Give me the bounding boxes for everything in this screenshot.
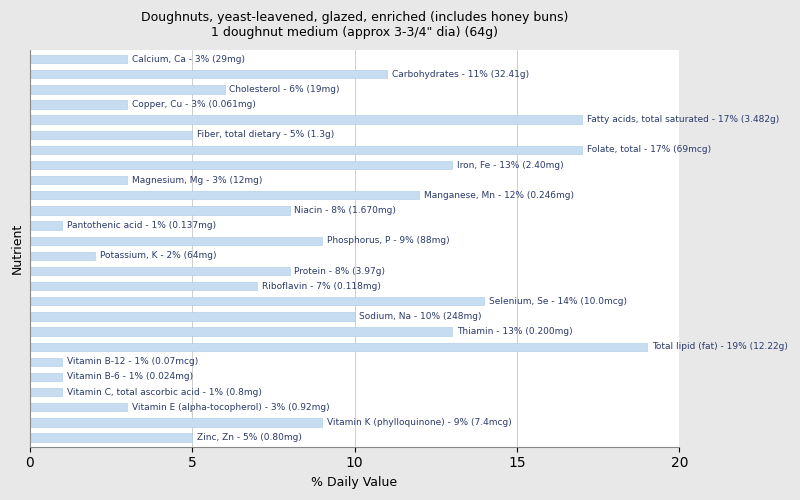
Bar (30, 373, 62, 381)
Bar (30, 358, 62, 366)
Bar (30, 312, 354, 320)
Text: Iron, Fe - 13% (2.40mg): Iron, Fe - 13% (2.40mg) (457, 160, 563, 170)
Text: Calcium, Ca - 3% (29mg): Calcium, Ca - 3% (29mg) (132, 54, 245, 64)
Text: Sodium, Na - 10% (248mg): Sodium, Na - 10% (248mg) (359, 312, 482, 321)
Bar (30, 222, 62, 230)
Text: Zinc, Zn - 5% (0.80mg): Zinc, Zn - 5% (0.80mg) (197, 433, 302, 442)
Bar (30, 282, 257, 290)
Bar (30, 267, 290, 275)
Bar (30, 161, 452, 169)
Text: Thiamin - 13% (0.200mg): Thiamin - 13% (0.200mg) (457, 327, 573, 336)
Text: Folate, total - 17% (69mcg): Folate, total - 17% (69mcg) (586, 146, 711, 154)
Bar (30, 85, 225, 94)
Bar (30, 100, 127, 108)
Bar (30, 434, 192, 442)
Bar (30, 206, 290, 214)
Text: Magnesium, Mg - 3% (12mg): Magnesium, Mg - 3% (12mg) (132, 176, 262, 184)
Text: Potassium, K - 2% (64mg): Potassium, K - 2% (64mg) (99, 252, 216, 260)
X-axis label: % Daily Value: % Daily Value (311, 476, 398, 489)
Text: Protein - 8% (3.97g): Protein - 8% (3.97g) (294, 266, 386, 276)
Bar (30, 116, 582, 124)
Bar (30, 297, 485, 306)
Text: Fatty acids, total saturated - 17% (3.482g): Fatty acids, total saturated - 17% (3.48… (586, 115, 779, 124)
Text: Phosphorus, P - 9% (88mg): Phosphorus, P - 9% (88mg) (327, 236, 450, 245)
Bar (30, 418, 322, 426)
Text: Vitamin B-6 - 1% (0.024mg): Vitamin B-6 - 1% (0.024mg) (67, 372, 193, 382)
Bar (30, 342, 647, 351)
Text: Pantothenic acid - 1% (0.137mg): Pantothenic acid - 1% (0.137mg) (67, 221, 216, 230)
Bar (30, 130, 192, 139)
Bar (30, 176, 127, 184)
Text: Total lipid (fat) - 19% (12.22g): Total lipid (fat) - 19% (12.22g) (652, 342, 788, 351)
Bar (30, 236, 322, 245)
Text: Manganese, Mn - 12% (0.246mg): Manganese, Mn - 12% (0.246mg) (424, 191, 574, 200)
Text: Cholesterol - 6% (19mg): Cholesterol - 6% (19mg) (230, 85, 340, 94)
Text: Riboflavin - 7% (0.118mg): Riboflavin - 7% (0.118mg) (262, 282, 381, 290)
Text: Carbohydrates - 11% (32.41g): Carbohydrates - 11% (32.41g) (392, 70, 529, 78)
Bar (30, 328, 452, 336)
Text: Fiber, total dietary - 5% (1.3g): Fiber, total dietary - 5% (1.3g) (197, 130, 334, 140)
Text: Selenium, Se - 14% (10.0mcg): Selenium, Se - 14% (10.0mcg) (490, 297, 627, 306)
Bar (30, 70, 387, 78)
Text: Vitamin E (alpha-tocopherol) - 3% (0.92mg): Vitamin E (alpha-tocopherol) - 3% (0.92m… (132, 403, 330, 412)
Title: Doughnuts, yeast-leavened, glazed, enriched (includes honey buns)
1 doughnut med: Doughnuts, yeast-leavened, glazed, enric… (141, 11, 568, 39)
Bar (30, 252, 94, 260)
Text: Niacin - 8% (1.670mg): Niacin - 8% (1.670mg) (294, 206, 396, 215)
Text: Vitamin K (phylloquinone) - 9% (7.4mcg): Vitamin K (phylloquinone) - 9% (7.4mcg) (327, 418, 512, 427)
Y-axis label: Nutrient: Nutrient (11, 222, 24, 274)
Bar (30, 388, 62, 396)
Bar (30, 146, 582, 154)
Bar (30, 403, 127, 411)
Bar (30, 191, 419, 200)
Text: Copper, Cu - 3% (0.061mg): Copper, Cu - 3% (0.061mg) (132, 100, 256, 109)
Text: Vitamin B-12 - 1% (0.07mcg): Vitamin B-12 - 1% (0.07mcg) (67, 358, 198, 366)
Text: Vitamin C, total ascorbic acid - 1% (0.8mg): Vitamin C, total ascorbic acid - 1% (0.8… (67, 388, 262, 396)
Bar (30, 55, 127, 63)
